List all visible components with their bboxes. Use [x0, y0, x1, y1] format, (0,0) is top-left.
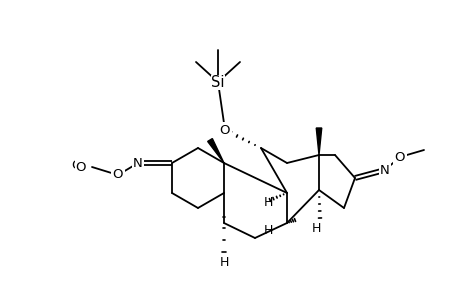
Text: N: N [133, 157, 143, 169]
Text: O: O [219, 124, 230, 136]
Text: H: H [263, 224, 272, 236]
Text: O: O [112, 169, 123, 182]
Text: N: N [379, 164, 389, 176]
Text: H: H [311, 221, 320, 235]
Text: O: O [394, 151, 404, 164]
Text: H: H [219, 256, 228, 269]
Text: O: O [76, 160, 86, 173]
Text: H: H [263, 196, 272, 208]
Text: Si: Si [211, 74, 224, 89]
Polygon shape [316, 128, 321, 155]
Text: O: O [71, 158, 82, 172]
Polygon shape [207, 139, 224, 163]
